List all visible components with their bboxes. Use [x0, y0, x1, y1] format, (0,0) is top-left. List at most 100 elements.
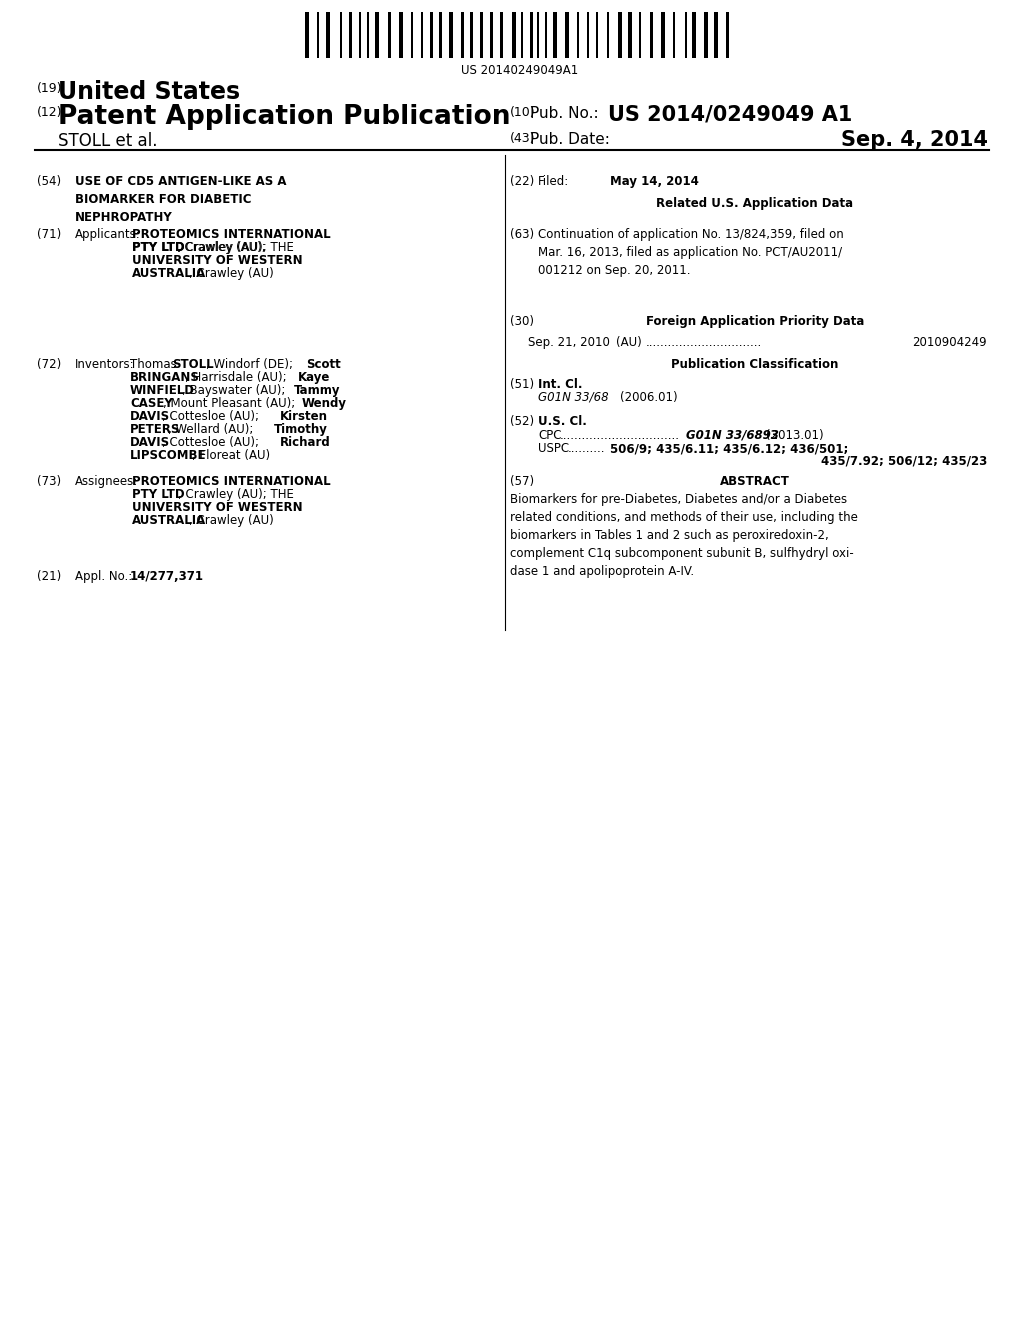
- Bar: [673, 12, 675, 58]
- Bar: [726, 12, 729, 58]
- Text: 435/7.92; 506/12; 435/23: 435/7.92; 506/12; 435/23: [821, 455, 987, 469]
- Text: STOLL et al.: STOLL et al.: [58, 132, 158, 150]
- Text: USE OF CD5 ANTIGEN-LIKE AS A
BIOMARKER FOR DIABETIC
NEPHROPATHY: USE OF CD5 ANTIGEN-LIKE AS A BIOMARKER F…: [75, 176, 287, 224]
- Text: , Crawley (AU);: , Crawley (AU);: [177, 242, 266, 253]
- Text: Pub. Date:: Pub. Date:: [530, 132, 610, 147]
- Bar: [692, 12, 696, 58]
- Bar: [596, 12, 598, 58]
- Text: DAVIS: DAVIS: [130, 436, 170, 449]
- Bar: [305, 12, 309, 58]
- Bar: [430, 12, 433, 58]
- Text: (AU): (AU): [616, 337, 642, 348]
- Bar: [480, 12, 483, 58]
- Bar: [411, 12, 413, 58]
- Text: Kaye: Kaye: [298, 371, 331, 384]
- Text: (43): (43): [510, 132, 536, 145]
- Text: Applicants:: Applicants:: [75, 228, 140, 242]
- Text: (63): (63): [510, 228, 535, 242]
- Bar: [421, 12, 423, 58]
- Text: Sep. 4, 2014: Sep. 4, 2014: [841, 129, 988, 150]
- Bar: [388, 12, 391, 58]
- Text: Thomas: Thomas: [130, 358, 180, 371]
- Bar: [530, 12, 534, 58]
- Text: Kirsten: Kirsten: [280, 411, 328, 422]
- Bar: [375, 12, 379, 58]
- Text: Filed:: Filed:: [538, 176, 569, 187]
- Bar: [521, 12, 523, 58]
- Bar: [628, 12, 632, 58]
- Text: AUSTRALIA: AUSTRALIA: [132, 267, 206, 280]
- Bar: [500, 12, 503, 58]
- Text: (52): (52): [510, 414, 535, 428]
- Text: USPC: USPC: [538, 442, 569, 455]
- Text: United States: United States: [58, 81, 240, 104]
- Bar: [461, 12, 464, 58]
- Text: , Crawley (AU): , Crawley (AU): [189, 267, 273, 280]
- Text: STOLL: STOLL: [172, 358, 214, 371]
- Text: (71): (71): [37, 228, 61, 242]
- Text: , Bayswater (AU);: , Bayswater (AU);: [182, 384, 289, 397]
- Text: , Cottesloe (AU);: , Cottesloe (AU);: [162, 436, 263, 449]
- Text: ..........: ..........: [568, 442, 605, 455]
- Bar: [512, 12, 516, 58]
- Text: Sep. 21, 2010: Sep. 21, 2010: [528, 337, 610, 348]
- Text: (21): (21): [37, 570, 61, 583]
- Bar: [565, 12, 569, 58]
- Text: Publication Classification: Publication Classification: [672, 358, 839, 371]
- Bar: [449, 12, 453, 58]
- Text: Biomarkers for pre-Diabetes, Diabetes and/or a Diabetes
related conditions, and : Biomarkers for pre-Diabetes, Diabetes an…: [510, 492, 858, 578]
- Bar: [607, 12, 609, 58]
- Text: Int. Cl.: Int. Cl.: [538, 378, 583, 391]
- Bar: [359, 12, 361, 58]
- Text: U.S. Cl.: U.S. Cl.: [538, 414, 587, 428]
- Text: PROTEOMICS INTERNATIONAL: PROTEOMICS INTERNATIONAL: [132, 228, 331, 242]
- Text: ................................: ................................: [560, 429, 680, 442]
- Bar: [340, 12, 342, 58]
- Text: CASEY: CASEY: [130, 397, 173, 411]
- Bar: [553, 12, 557, 58]
- Text: 506/9; 435/6.11; 435/6.12; 436/501;: 506/9; 435/6.11; 435/6.12; 436/501;: [610, 442, 848, 455]
- Bar: [326, 12, 330, 58]
- Text: , Mount Pleasant (AU);: , Mount Pleasant (AU);: [163, 397, 299, 411]
- Text: BRINGANS: BRINGANS: [130, 371, 200, 384]
- Text: (2013.01): (2013.01): [766, 429, 823, 442]
- Bar: [349, 12, 352, 58]
- Text: , Floreat (AU): , Floreat (AU): [193, 449, 270, 462]
- Text: PTY LTD: PTY LTD: [132, 242, 184, 253]
- Text: , Harrisdale (AU);: , Harrisdale (AU);: [185, 371, 291, 384]
- Text: Related U.S. Application Data: Related U.S. Application Data: [656, 197, 854, 210]
- Text: (30): (30): [510, 315, 534, 327]
- Text: (12): (12): [37, 106, 62, 119]
- Text: (72): (72): [37, 358, 61, 371]
- Text: , Crawley (AU): , Crawley (AU): [189, 513, 273, 527]
- Text: , Crawley (AU); THE: , Crawley (AU); THE: [178, 242, 294, 253]
- Bar: [470, 12, 473, 58]
- Text: Tammy: Tammy: [294, 384, 341, 397]
- Text: (19): (19): [37, 82, 62, 95]
- Text: 14/277,371: 14/277,371: [130, 570, 204, 583]
- Text: G01N 33/6893: G01N 33/6893: [686, 429, 779, 442]
- Text: ...............................: ...............................: [646, 337, 762, 348]
- Text: (22): (22): [510, 176, 535, 187]
- Text: UNIVERSITY OF WESTERN: UNIVERSITY OF WESTERN: [132, 253, 303, 267]
- Text: , Crawley (AU); THE: , Crawley (AU); THE: [178, 488, 294, 502]
- Text: Wendy: Wendy: [302, 397, 347, 411]
- Text: CPC: CPC: [538, 429, 561, 442]
- Text: PTY LTD: PTY LTD: [132, 488, 184, 502]
- Text: Patent Application Publication: Patent Application Publication: [58, 104, 511, 129]
- Text: AUSTRALIA: AUSTRALIA: [132, 513, 206, 527]
- Text: PROTEOMICS INTERNATIONAL: PROTEOMICS INTERNATIONAL: [132, 475, 331, 488]
- Text: DAVIS: DAVIS: [130, 411, 170, 422]
- Text: May 14, 2014: May 14, 2014: [610, 176, 698, 187]
- Bar: [714, 12, 718, 58]
- Text: LIPSCOMBE: LIPSCOMBE: [130, 449, 207, 462]
- Text: (10): (10): [510, 106, 536, 119]
- Bar: [705, 12, 708, 58]
- Text: (57): (57): [510, 475, 535, 488]
- Text: G01N 33/68: G01N 33/68: [538, 391, 608, 404]
- Text: Richard: Richard: [280, 436, 331, 449]
- Text: PTY LTD: PTY LTD: [132, 242, 184, 253]
- Text: UNIVERSITY OF WESTERN: UNIVERSITY OF WESTERN: [132, 502, 303, 513]
- Text: WINFIELD: WINFIELD: [130, 384, 195, 397]
- Text: , Cottesloe (AU);: , Cottesloe (AU);: [162, 411, 263, 422]
